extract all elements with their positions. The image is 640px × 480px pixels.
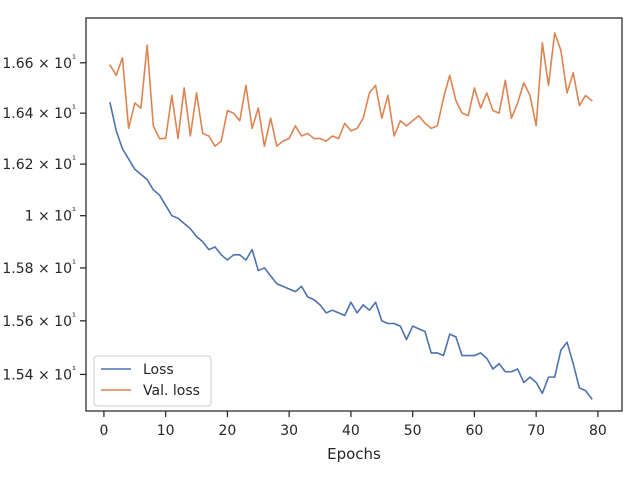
x-tick-label: 20 xyxy=(218,423,236,439)
legend-label-val-loss: Val. loss xyxy=(143,383,200,399)
y-tick-label: 1.64 × 10¹ xyxy=(2,104,76,122)
y-tick-label: 1.54 × 10¹ xyxy=(2,365,76,383)
y-tick-label: 1 × 10¹ xyxy=(25,207,76,225)
y-tick-label: 1.56 × 10¹ xyxy=(2,312,76,330)
x-tick-label: 30 xyxy=(280,423,298,439)
x-tick-label: 40 xyxy=(342,423,360,439)
y-tick-label: 1.66 × 10¹ xyxy=(2,54,76,72)
x-tick-label: 0 xyxy=(99,423,108,439)
series-line-loss xyxy=(109,102,593,400)
series-line-val-loss xyxy=(108,32,593,147)
series-layer xyxy=(108,32,593,400)
x-axis-label: Epochs xyxy=(327,445,381,463)
y-tick-label: 1.62 × 10¹ xyxy=(2,155,76,173)
y-axis: 1.54 × 10¹ 1.56 × 10¹ 1.58 × 10¹ 1 × 10¹ 1.6… xyxy=(2,54,86,383)
x-tick-label: 80 xyxy=(589,423,607,439)
plot-area-frame xyxy=(85,17,623,412)
x-tick-label: 60 xyxy=(466,423,484,439)
legend-label-loss: Loss xyxy=(143,362,174,378)
x-axis: 0 10 20 30 40 50 60 70 80 xyxy=(99,411,607,439)
x-tick-label: 70 xyxy=(527,423,545,439)
x-tick-label: 10 xyxy=(157,423,175,439)
legend: Loss Val. loss xyxy=(93,355,212,407)
x-tick-label: 50 xyxy=(404,423,422,439)
y-tick-label: 1.58 × 10¹ xyxy=(2,259,76,277)
